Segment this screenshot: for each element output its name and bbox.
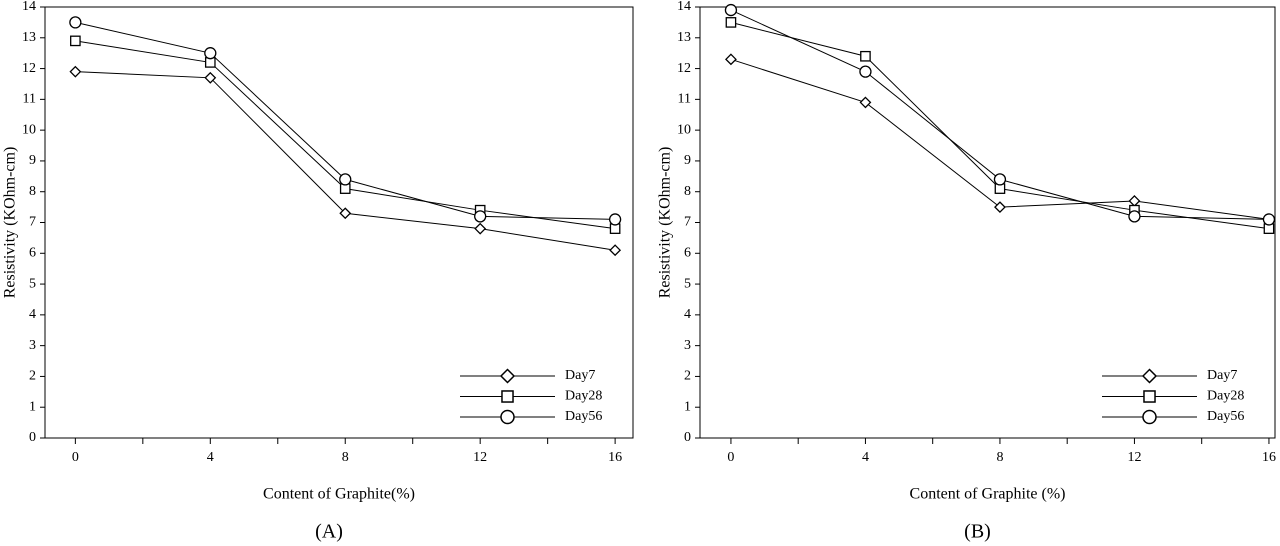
marker [1143,390,1156,403]
x-axis-label: Content of Graphite (%) [910,486,1066,503]
marker [70,35,81,47]
legend-label: Day28 [1207,389,1244,404]
y-tick-label: 10 [677,122,691,137]
series-line [75,40,616,230]
x-tick-label: 0 [72,450,79,465]
marker [1128,210,1141,223]
y-tick-label: 3 [29,338,36,353]
y-tick-label: 4 [29,307,36,322]
marker [500,409,515,425]
legend-label: Day56 [565,409,602,424]
y-tick-label: 0 [29,430,36,445]
y-tick-label: 9 [29,153,36,168]
legend-label: Day28 [565,389,602,404]
y-tick-label: 13 [677,30,691,45]
x-tick-label: 16 [1262,450,1276,465]
panel-label: (B) [964,521,991,543]
marker [339,207,352,220]
marker [725,53,737,66]
y-tick-label: 10 [22,122,36,137]
marker [474,210,487,223]
legend-label: Day7 [1207,368,1237,383]
marker [859,96,872,109]
marker [339,173,352,186]
marker [724,3,738,17]
series-line [75,71,616,251]
y-tick-label: 3 [684,338,691,353]
marker [69,16,82,29]
y-tick-label: 12 [22,61,36,76]
marker [204,47,217,60]
marker [204,71,217,84]
y-tick-label: 6 [29,246,36,261]
x-tick-label: 8 [996,450,1003,465]
panel-label: (A) [315,521,343,543]
series-line [730,58,1270,220]
marker [1142,409,1157,425]
legend-label: Day56 [1207,409,1244,424]
y-axis-label: Resistivity (KOhm-cm) [2,147,19,299]
y-tick-label: 8 [684,184,691,199]
marker [859,65,872,78]
marker [608,213,622,226]
marker [609,244,622,257]
x-tick-label: 4 [862,450,869,465]
marker [499,368,516,384]
marker [1128,195,1141,207]
x-tick-label: 4 [207,450,214,465]
y-tick-label: 1 [29,399,36,414]
y-tick-label: 7 [29,215,36,230]
marker [1262,213,1276,226]
y-tick-label: 13 [22,30,36,45]
y-tick-label: 5 [29,276,36,291]
y-tick-label: 11 [678,92,691,107]
marker [1141,368,1158,384]
marker [69,65,82,78]
plot-frame [699,6,1276,439]
legend-label: Day7 [565,368,595,383]
marker [993,173,1007,186]
marker [860,50,871,62]
marker [725,17,737,28]
x-tick-label: 8 [342,450,349,465]
y-tick-label: 4 [684,307,691,322]
y-tick-label: 8 [29,184,36,199]
series-line [730,21,1270,230]
y-tick-label: 5 [684,276,691,291]
y-axis-label: Resistivity (KOhm-cm) [657,147,674,299]
x-axis-label: Content of Graphite(%) [263,486,415,503]
y-tick-label: 14 [22,0,36,14]
y-tick-label: 7 [684,215,691,230]
x-tick-label: 0 [727,450,734,465]
y-tick-label: 14 [677,0,691,14]
y-tick-label: 6 [684,246,691,261]
marker [474,222,487,235]
y-tick-label: 9 [684,153,691,168]
y-tick-label: 2 [684,369,691,384]
y-tick-label: 11 [23,92,36,107]
y-tick-label: 0 [684,430,691,445]
x-tick-label: 12 [1127,450,1141,465]
plot-frame [44,6,634,439]
y-tick-label: 12 [677,61,691,76]
marker [501,390,514,403]
y-tick-label: 1 [684,399,691,414]
x-tick-label: 16 [608,450,622,465]
y-tick-label: 2 [29,369,36,384]
marker [994,201,1006,214]
x-tick-label: 12 [473,450,487,465]
